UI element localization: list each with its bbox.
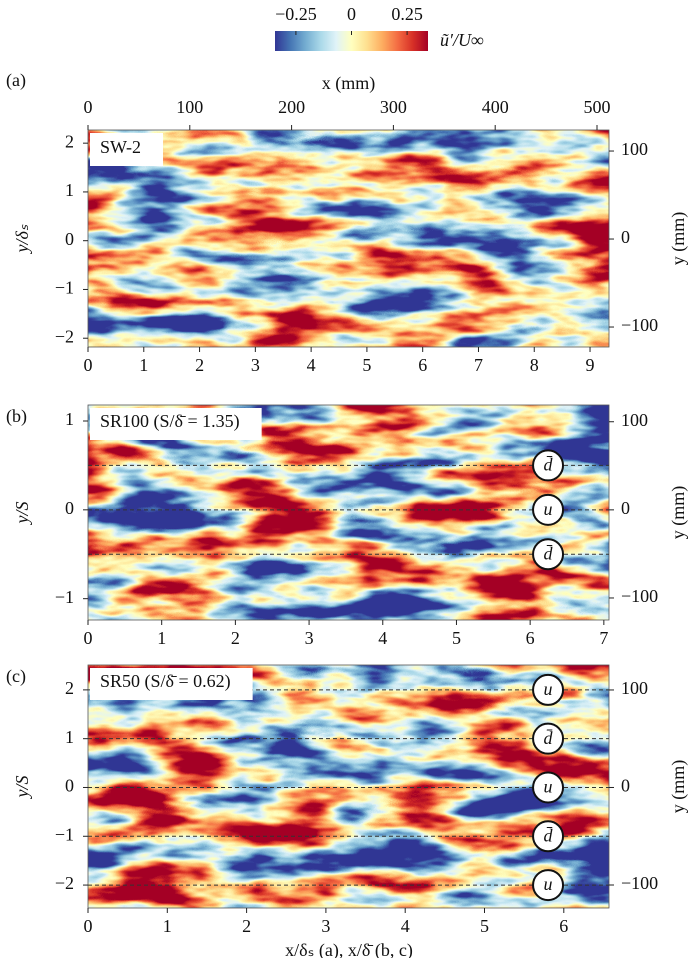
y2-tick-label: 100 [621, 139, 648, 159]
y2-tick-label: 0 [621, 227, 630, 247]
y2-axis-label: y (mm) [668, 760, 689, 814]
box-label-bg [90, 668, 253, 700]
x-tick-label: 5 [480, 916, 489, 936]
y2-axis-label: y (mm) [668, 486, 689, 540]
y-tick-label: 0 [65, 776, 74, 796]
x-tick-label: 8 [530, 355, 539, 375]
y-tick-label: −1 [55, 587, 74, 607]
y2-tick-label: −100 [621, 873, 658, 893]
x-tick-label: 9 [586, 355, 595, 375]
y-axis-label: y/S [12, 502, 32, 526]
y-tick-label: 2 [65, 131, 74, 151]
x-tick-label: 4 [378, 628, 387, 648]
y-axis-label: y/δₛ [12, 224, 32, 254]
y-tick-label: −1 [55, 278, 74, 298]
x-tick-label: 3 [321, 916, 330, 936]
station-label: d̄ [544, 825, 554, 845]
x-tick-label: 7 [599, 628, 608, 648]
x-tick-label: 2 [231, 628, 240, 648]
plot-frame [87, 129, 610, 348]
station-marker [532, 449, 565, 482]
y-tick-label: −2 [55, 326, 74, 346]
x2-tick-label: 400 [482, 97, 509, 117]
y2-axis-label: y (mm) [668, 212, 689, 266]
y-tick-label: −2 [55, 873, 74, 893]
colorbar-label: ũ′/U∞ [440, 30, 484, 50]
station-label: u [544, 777, 553, 797]
x-tick-label: 1 [163, 916, 172, 936]
x-tick-label: 7 [474, 355, 483, 375]
colorbar-tick-label: −0.25 [275, 4, 317, 24]
velocity-field [88, 405, 609, 620]
station-marker [532, 820, 565, 853]
y-tick-label: 0 [65, 229, 74, 249]
station-marker [532, 771, 565, 804]
velocity-field [88, 130, 609, 347]
x-tick-label: 5 [452, 628, 461, 648]
x2-tick-label: 200 [278, 97, 305, 117]
y-tick-label: 2 [65, 678, 74, 698]
x-tick-label: 3 [251, 355, 260, 375]
x-tick-label: 4 [307, 355, 316, 375]
x2-tick-label: 100 [176, 97, 203, 117]
x-tick-label: 1 [139, 355, 148, 375]
box-label-bg [90, 408, 262, 440]
x2-tick-label: 500 [583, 97, 610, 117]
panel-label: (b) [6, 406, 27, 427]
panel-label: (a) [6, 70, 26, 91]
x-tick-label: 0 [84, 355, 93, 375]
y-tick-label: 1 [65, 180, 74, 200]
station-marker [532, 673, 565, 706]
y2-tick-label: 0 [621, 498, 630, 518]
panel-label: (c) [6, 666, 26, 687]
station-label: d̄ [544, 728, 554, 748]
colorbar-tick-label: 0.25 [391, 4, 423, 24]
y-tick-label: 1 [65, 409, 74, 429]
velocity-field [88, 665, 609, 908]
x-axis-label: x/δₛ (a), x/δ̄ (b, c) [285, 940, 413, 958]
x2-axis-label: x (mm) [322, 73, 376, 94]
x-tick-label: 4 [401, 916, 410, 936]
box-label: SR100 (S/δ̄ = 1.35) [100, 411, 240, 432]
x-tick-label: 2 [242, 916, 251, 936]
station-marker [532, 722, 565, 755]
station-label: d̄ [544, 543, 554, 563]
box-label: SW-2 [100, 137, 141, 157]
box-label-bg [90, 133, 164, 166]
x-tick-label: 5 [362, 355, 371, 375]
x-tick-label: 3 [305, 628, 314, 648]
y2-tick-label: 100 [621, 410, 648, 430]
x-tick-label: 0 [84, 628, 93, 648]
y-axis-label: y/S [12, 776, 32, 800]
y-tick-label: 1 [65, 727, 74, 747]
x-tick-label: 6 [559, 916, 568, 936]
y2-tick-label: −100 [621, 586, 658, 606]
colorbar [275, 31, 428, 51]
x2-tick-label: 0 [84, 97, 93, 117]
x-tick-label: 2 [195, 355, 204, 375]
x-tick-label: 6 [526, 628, 535, 648]
box-label: SR50 (S/δ̄ = 0.62) [100, 671, 231, 692]
station-label: u [544, 874, 553, 894]
y-tick-label: −1 [55, 824, 74, 844]
x2-tick-label: 300 [380, 97, 407, 117]
x-tick-label: 1 [157, 628, 166, 648]
x-tick-label: 6 [418, 355, 427, 375]
x-tick-label: 0 [84, 916, 93, 936]
y2-tick-label: 0 [621, 776, 630, 796]
station-marker [532, 538, 565, 571]
colorbar-tick-label: 0 [347, 4, 356, 24]
plot-frame [87, 404, 610, 621]
y2-tick-label: 100 [621, 678, 648, 698]
station-marker [532, 869, 565, 902]
station-label: u [544, 679, 553, 699]
plot-frame [87, 664, 610, 909]
y-tick-label: 0 [65, 498, 74, 518]
station-label: u [544, 499, 553, 519]
y2-tick-label: −100 [621, 315, 658, 335]
station-label: d̄ [544, 455, 554, 475]
station-marker [532, 493, 565, 526]
